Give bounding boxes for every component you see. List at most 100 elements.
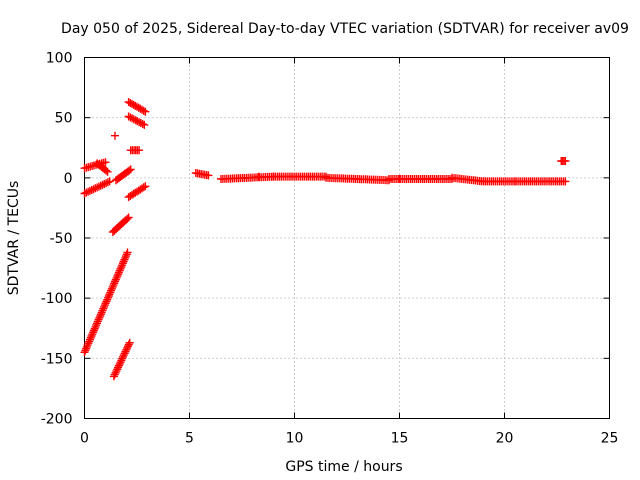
data-point xyxy=(115,266,124,275)
data-point xyxy=(123,248,132,257)
data-point xyxy=(90,324,99,333)
data-point xyxy=(122,345,131,354)
data-point xyxy=(121,347,130,356)
data-point xyxy=(97,308,106,317)
data-point xyxy=(87,332,96,340)
data-point xyxy=(124,112,133,121)
data-point xyxy=(123,214,132,223)
data-point xyxy=(100,180,109,188)
data-point xyxy=(109,372,118,381)
data-point xyxy=(104,293,112,302)
data-point xyxy=(139,106,148,115)
data-point xyxy=(83,341,92,350)
data-point xyxy=(98,306,107,315)
data-point xyxy=(82,188,91,197)
data-point xyxy=(119,352,127,361)
data-point xyxy=(102,166,111,175)
data-point xyxy=(86,335,94,344)
data-point xyxy=(84,187,93,196)
data-point xyxy=(103,167,112,176)
data-point xyxy=(124,342,132,351)
x-tick-label: 20 xyxy=(496,431,514,447)
x-tick-label: 10 xyxy=(286,431,304,447)
data-point xyxy=(87,186,96,194)
data-point xyxy=(89,326,98,335)
data-point xyxy=(89,185,98,194)
x-axis-label: GPS time / hours xyxy=(285,459,402,475)
data-point xyxy=(91,184,100,193)
data-point xyxy=(81,346,90,355)
data-point xyxy=(131,101,140,110)
data-point xyxy=(114,363,122,372)
data-point xyxy=(113,365,122,374)
y-tick-label: 50 xyxy=(55,111,73,127)
data-point xyxy=(95,313,104,322)
data-point xyxy=(89,328,98,337)
data-point xyxy=(93,319,101,328)
data-point xyxy=(84,339,93,348)
data-point xyxy=(93,183,102,192)
plot-frame xyxy=(84,57,610,419)
data-point xyxy=(136,119,145,127)
data-point xyxy=(114,268,123,277)
data-point xyxy=(114,361,123,370)
data-point xyxy=(395,175,404,183)
data-point xyxy=(114,270,123,279)
data-point xyxy=(125,338,134,347)
y-tick-label: -150 xyxy=(41,351,73,367)
data-point xyxy=(94,315,103,324)
data-point xyxy=(105,177,114,186)
data-point xyxy=(115,360,124,368)
data-point xyxy=(80,189,89,198)
data-point xyxy=(129,115,138,124)
data-point xyxy=(82,342,91,351)
data-point xyxy=(124,340,133,349)
data-point xyxy=(126,165,135,174)
data-point xyxy=(119,351,128,360)
data-point xyxy=(111,277,119,286)
data-point xyxy=(110,279,119,288)
axis-ticks: 0 5 10 15 20 25 -200 -150 -100 -50 0 50 100 xyxy=(41,51,619,447)
data-point xyxy=(204,171,213,180)
data-point xyxy=(102,297,111,306)
data-point xyxy=(112,273,121,282)
y-tick-label: -200 xyxy=(41,412,73,428)
data-point xyxy=(139,183,148,192)
data-point xyxy=(254,172,263,181)
data-points xyxy=(80,98,570,381)
data-point xyxy=(113,272,122,280)
data-point xyxy=(120,255,129,264)
data-point xyxy=(112,367,121,376)
data-point xyxy=(125,166,134,175)
data-point xyxy=(118,261,127,270)
data-point xyxy=(82,344,91,353)
data-point xyxy=(103,178,112,187)
y-tick-label: -100 xyxy=(41,291,73,307)
data-point xyxy=(102,179,111,188)
data-point xyxy=(124,98,133,106)
data-point xyxy=(108,282,117,291)
data-point xyxy=(135,146,144,155)
data-point xyxy=(92,321,101,330)
data-point xyxy=(107,284,116,293)
data-point xyxy=(123,344,132,352)
data-point xyxy=(126,113,135,122)
data-point xyxy=(94,182,103,191)
data-point xyxy=(135,118,144,127)
y-tick-label: 0 xyxy=(64,171,73,187)
data-point xyxy=(100,302,109,311)
x-tick-label: 0 xyxy=(80,431,89,447)
data-point xyxy=(80,348,89,357)
data-point xyxy=(140,120,149,129)
chart-title: Day 050 of 2025, Sidereal Day-to-day VTE… xyxy=(61,21,629,37)
data-point xyxy=(117,263,126,271)
data-point xyxy=(561,177,570,186)
data-point xyxy=(121,253,130,262)
data-point xyxy=(85,337,94,346)
data-point xyxy=(98,180,107,189)
data-point xyxy=(96,181,105,190)
data-point xyxy=(124,213,133,222)
x-tick-label: 5 xyxy=(185,431,194,447)
data-point xyxy=(116,264,125,273)
